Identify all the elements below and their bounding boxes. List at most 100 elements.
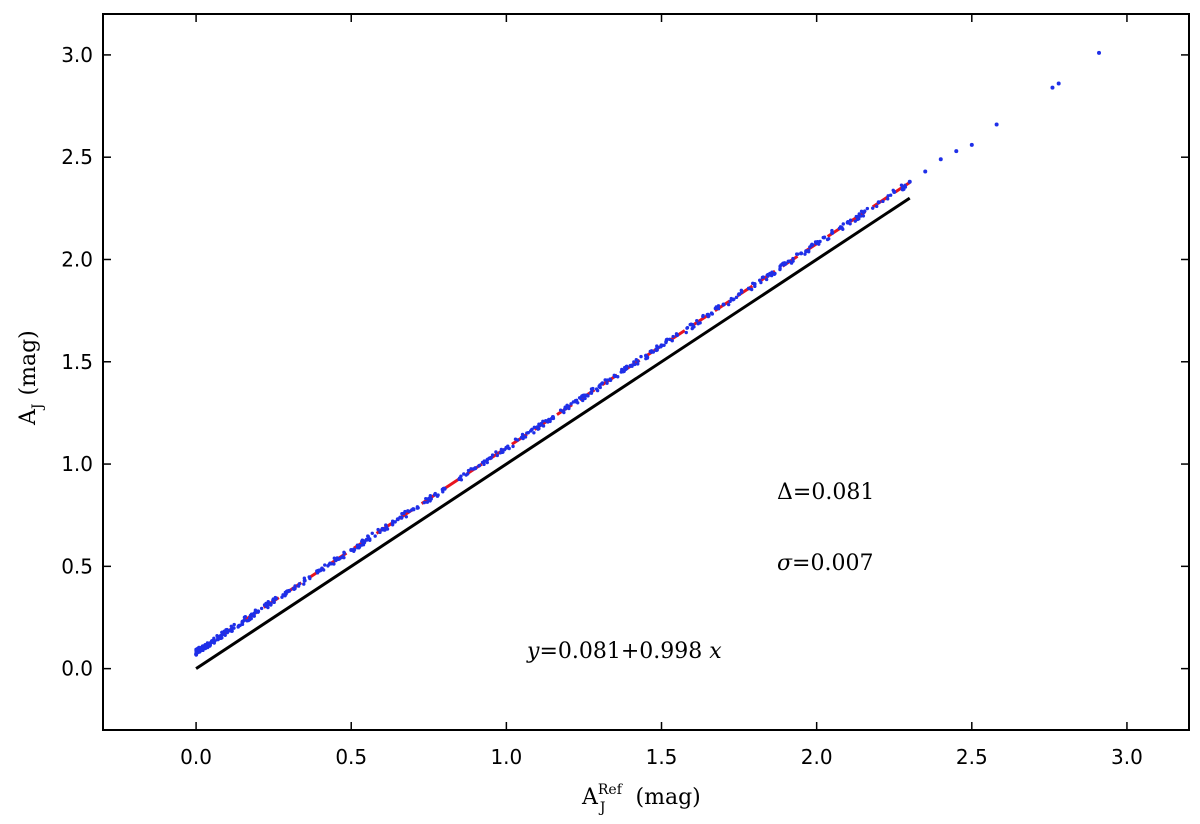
fit-eq-plus: + <box>621 639 639 664</box>
x-tick-label: 2.0 <box>801 745 833 769</box>
scatter-point <box>274 596 278 601</box>
scatter-point <box>582 393 586 397</box>
scatter-point <box>608 378 613 383</box>
x-tick-label: 1.0 <box>490 745 522 769</box>
scatter-point <box>477 463 482 468</box>
scatter-point <box>368 538 372 542</box>
scatter-point <box>749 287 754 292</box>
scatter-point <box>502 447 507 452</box>
scatter-point <box>881 199 885 204</box>
scatter-point <box>308 576 312 581</box>
scatter-point <box>225 627 229 632</box>
fit-eq-slope: 0.998 <box>639 639 702 664</box>
scatter-point <box>466 472 470 476</box>
annotation-delta-eq: = <box>793 480 811 505</box>
scatter-point <box>633 362 637 367</box>
scatter-point <box>393 520 397 524</box>
scatter-point <box>501 450 505 454</box>
scatter-point <box>603 378 607 382</box>
scatter-point <box>563 405 567 409</box>
scatter-point <box>490 453 495 457</box>
scatter-point <box>721 302 726 307</box>
scatter-point <box>378 530 382 535</box>
scatter-point <box>459 478 464 482</box>
scatter-point <box>716 307 721 311</box>
scatter-point <box>870 206 875 210</box>
scatter-point <box>400 515 404 520</box>
annotation-sigma-value: 0.007 <box>810 551 873 576</box>
scatter-point <box>342 555 346 560</box>
x-axis-ticks: 0.0 0.5 1.0 1.5 2.0 2.5 3.0 <box>180 14 1143 769</box>
scatter-point <box>511 444 515 449</box>
scatter-point <box>528 429 533 433</box>
annotation-delta-symbol: Δ <box>777 480 793 505</box>
scatter-point <box>360 539 364 544</box>
scatter-point <box>521 435 526 439</box>
scatter-point <box>664 340 668 345</box>
plot-frame <box>102 13 1190 731</box>
scatter-point <box>515 438 520 442</box>
scatter-point <box>415 505 420 509</box>
annotation-delta-value: 0.081 <box>811 480 874 505</box>
x-axis-label: ARef J (mag) <box>581 782 701 816</box>
scatter-point <box>359 543 364 547</box>
scatter-point <box>285 589 290 593</box>
scatter-point <box>525 431 529 435</box>
scatter-point <box>786 259 790 264</box>
scatter-point <box>830 228 834 233</box>
scatter-point <box>841 227 845 231</box>
y-axis-label-base: A <box>16 408 41 426</box>
scatter-point <box>317 568 321 572</box>
scatter-point <box>938 157 943 162</box>
scatter-point <box>293 584 297 588</box>
scatter-point <box>495 453 500 458</box>
scatter-point <box>634 358 639 362</box>
scatter-point <box>764 277 769 282</box>
fit-eq-x: x <box>709 639 722 664</box>
y-tick-label: 1.0 <box>61 452 93 476</box>
fit-eq-equals: = <box>539 639 557 664</box>
scatter-point <box>242 618 246 622</box>
scatter-point <box>737 292 741 296</box>
scatter-point <box>198 645 202 650</box>
scatter-point <box>195 651 200 655</box>
scatter-point <box>440 487 445 492</box>
scatter-point <box>208 643 212 648</box>
scatter-point <box>760 275 765 280</box>
y-axis-ticks: 0.0 0.5 1.0 1.5 2.0 2.5 3.0 <box>61 43 1189 681</box>
scatter-point <box>659 345 663 349</box>
scatter-point <box>410 508 414 512</box>
scatter-point <box>370 531 374 535</box>
scatter-point <box>269 603 273 607</box>
scatter-point <box>689 322 693 326</box>
scatter-point <box>266 600 270 604</box>
scatter-point <box>859 209 864 213</box>
scatter-point <box>902 187 906 191</box>
scatter-point <box>337 557 342 561</box>
scatter-point <box>485 460 489 465</box>
scatter-point <box>222 629 227 633</box>
scatter-point <box>662 343 666 347</box>
y-tick-label: 1.5 <box>61 350 93 374</box>
scatter-point <box>482 462 486 467</box>
fit-eq-y: y <box>526 639 540 664</box>
y-tick-label: 0.5 <box>61 554 93 578</box>
scatter-point <box>571 400 576 404</box>
scatter-point <box>204 643 208 647</box>
scatter-point <box>778 264 782 269</box>
scatter-point <box>432 493 437 497</box>
scatter-point <box>876 200 881 205</box>
scatter-point <box>494 450 498 454</box>
scatter-point <box>251 613 256 617</box>
scatter-point <box>729 296 733 301</box>
scatter-point <box>327 562 332 566</box>
scatter-point <box>482 459 487 464</box>
scatter-point <box>424 496 428 501</box>
scatter-point <box>334 558 338 562</box>
scatter-point <box>709 311 714 315</box>
scatter-point <box>825 237 830 242</box>
scatter-point <box>865 206 870 211</box>
scatter-point <box>558 408 563 412</box>
scatter-point <box>364 537 369 542</box>
scatter-point <box>818 239 822 244</box>
